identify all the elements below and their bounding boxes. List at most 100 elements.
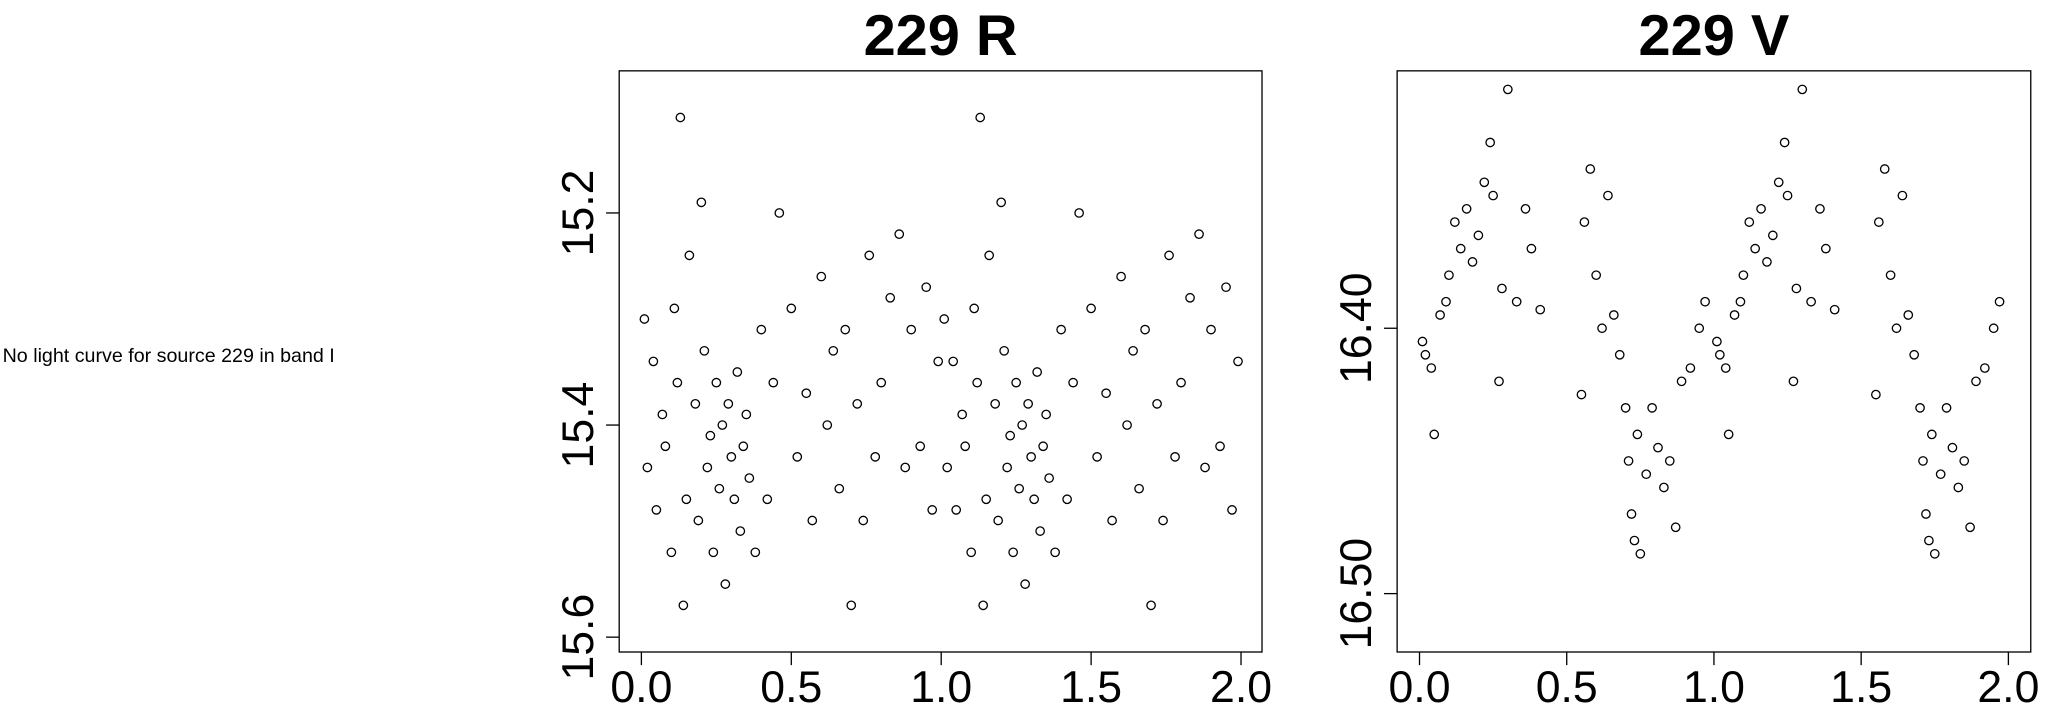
data-point — [1685, 363, 1696, 373]
data-point — [660, 441, 671, 452]
data-point — [939, 314, 950, 324]
data-point — [921, 282, 932, 293]
data-point — [1591, 270, 1602, 281]
data-point — [927, 505, 938, 515]
data-point — [1535, 304, 1546, 315]
data-point — [1164, 250, 1174, 261]
data-point — [1194, 229, 1204, 240]
data-point — [732, 367, 743, 377]
data-point — [1909, 349, 1920, 360]
chart-title: 229 V — [1639, 4, 1790, 68]
data-point — [1467, 257, 1478, 267]
x-tick-label: 2.0 — [1977, 663, 2039, 705]
data-point — [1426, 363, 1437, 373]
data-point — [1444, 270, 1454, 281]
data-point — [651, 505, 662, 515]
data-point — [1947, 442, 1958, 453]
data-point — [1497, 283, 1507, 294]
data-point — [1820, 243, 1831, 254]
data-point — [762, 494, 773, 505]
data-point — [681, 494, 692, 505]
data-point — [1107, 515, 1117, 526]
data-point — [933, 356, 944, 367]
data-point — [1903, 310, 1914, 320]
data-point — [690, 398, 701, 409]
data-point — [735, 526, 746, 536]
data-point — [900, 462, 911, 473]
data-point — [864, 250, 875, 261]
y-tick-label: 16.40 — [1332, 272, 1381, 384]
data-point — [1526, 243, 1537, 254]
data-point — [696, 197, 707, 208]
data-point — [1435, 310, 1445, 320]
data-point — [1623, 456, 1634, 466]
data-point — [828, 345, 839, 356]
data-point — [1897, 190, 1908, 201]
data-point — [1929, 548, 1940, 559]
data-point — [1233, 356, 1243, 367]
data-point — [648, 356, 659, 367]
data-point — [1455, 243, 1466, 254]
data-point — [1797, 84, 1808, 95]
data-point — [723, 398, 734, 409]
data-point — [876, 377, 887, 388]
data-point — [1924, 535, 1934, 546]
data-point — [756, 324, 767, 335]
data-point — [894, 229, 905, 240]
data-point — [1720, 363, 1731, 373]
data-point — [684, 250, 695, 261]
data-point — [801, 388, 812, 399]
data-point — [1608, 310, 1619, 320]
data-point — [957, 409, 968, 420]
data-point — [1750, 243, 1761, 254]
data-point — [702, 462, 713, 473]
data-point — [1676, 376, 1687, 387]
data-point — [1632, 429, 1643, 440]
data-point — [978, 600, 989, 611]
data-point — [1488, 190, 1498, 201]
data-point — [1918, 456, 1928, 466]
data-point — [1050, 547, 1060, 558]
x-tick-label: 1.0 — [910, 663, 972, 705]
data-point — [1653, 442, 1663, 453]
data-point — [870, 452, 881, 462]
data-point — [1779, 137, 1790, 148]
data-point — [786, 303, 797, 314]
data-point — [1176, 377, 1186, 388]
x-tick-label: 2.0 — [1210, 663, 1272, 705]
data-point — [999, 345, 1010, 356]
data-point — [1915, 403, 1925, 413]
data-point — [1700, 296, 1710, 307]
data-point — [1979, 363, 1990, 373]
data-point — [840, 324, 851, 335]
data-point — [1008, 547, 1019, 558]
data-point — [846, 600, 857, 611]
data-point — [1664, 456, 1675, 466]
data-point — [1576, 389, 1587, 400]
data-point — [807, 515, 818, 526]
data-point — [678, 600, 689, 611]
data-point — [666, 547, 677, 558]
data-point — [1502, 84, 1513, 95]
data-point — [729, 494, 740, 505]
data-point — [1074, 208, 1084, 218]
data-point — [1891, 323, 1902, 334]
data-point — [1002, 462, 1013, 473]
y-tick-label: 15.6 — [554, 594, 603, 681]
data-point — [1806, 296, 1816, 307]
data-point — [1221, 282, 1231, 293]
x-tick-label: 0.0 — [610, 663, 672, 705]
chart-title: 229 R — [864, 4, 1018, 68]
data-point — [1023, 398, 1034, 409]
data-point — [1762, 257, 1772, 267]
data-point — [693, 515, 704, 526]
data-point — [996, 197, 1007, 208]
data-point — [1026, 452, 1037, 462]
data-point — [1879, 164, 1890, 174]
data-point — [1044, 473, 1054, 483]
data-point — [1965, 522, 1975, 533]
y-tick-label: 15.4 — [554, 382, 603, 469]
data-point — [1788, 376, 1799, 387]
